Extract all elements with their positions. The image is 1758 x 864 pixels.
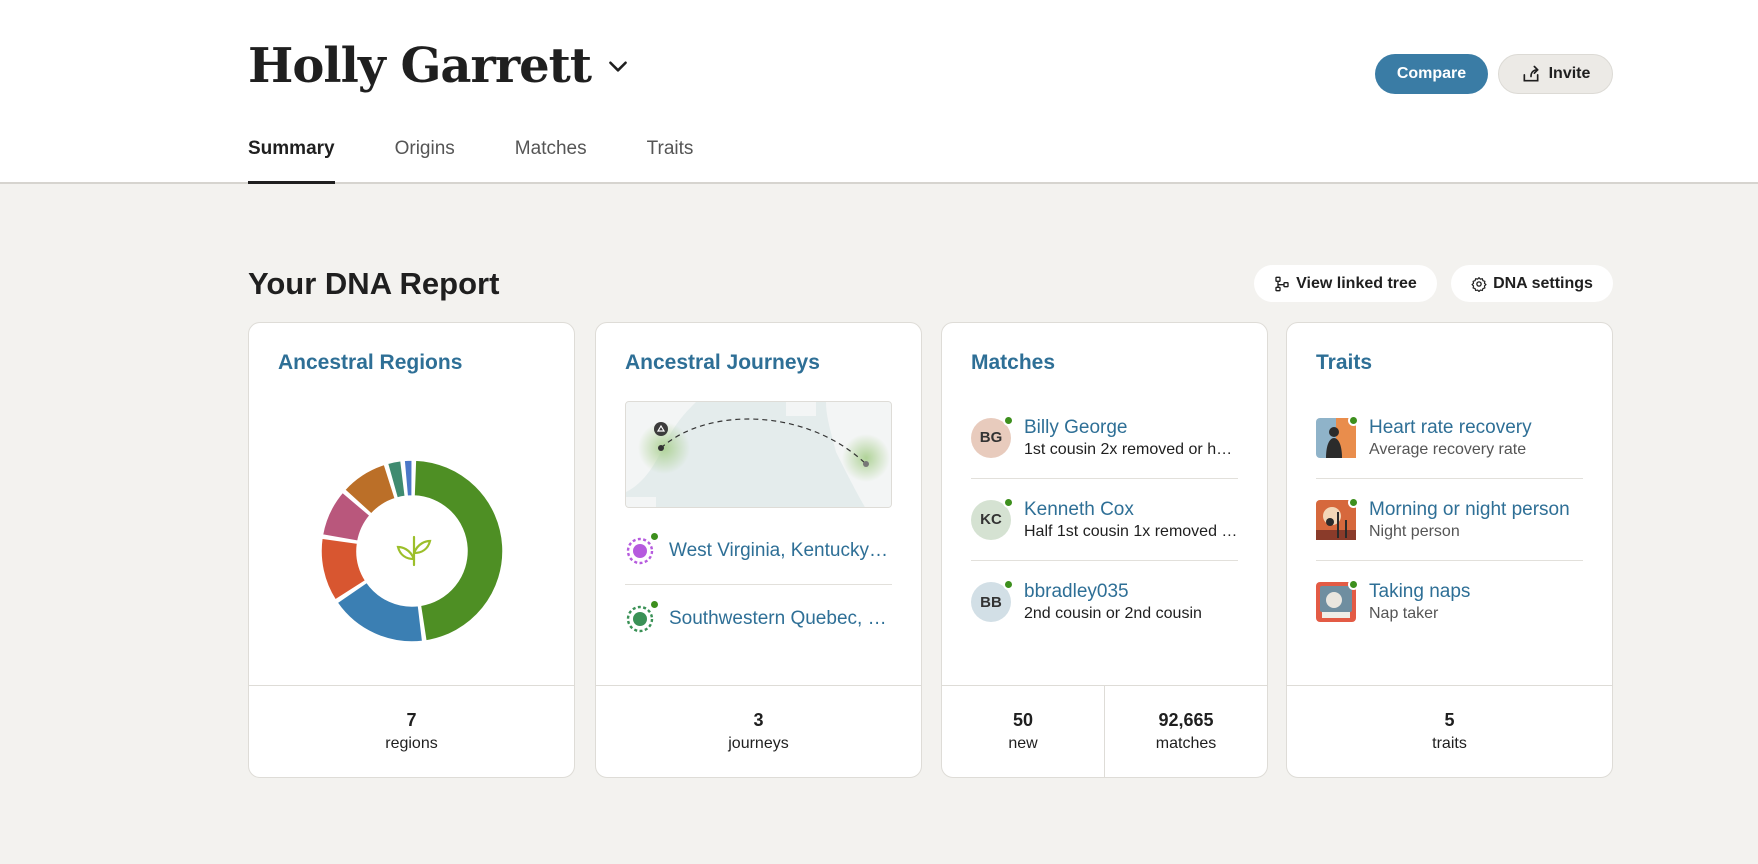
regions-footer: 7 regions [249, 685, 574, 777]
ancestral-regions-card[interactable]: Ancestral Regions 7 regions [248, 322, 575, 778]
tab-traits[interactable]: Traits [646, 138, 694, 159]
online-indicator [1348, 579, 1359, 590]
journeys-map[interactable] [625, 401, 892, 508]
matches-title[interactable]: Matches [971, 351, 1056, 374]
match-item[interactable]: KC Kenneth Cox Half 1st cousin 1x remove… [971, 479, 1238, 561]
compare-button-label: Compare [1396, 65, 1467, 82]
invite-button-label: Invite [1548, 65, 1591, 82]
match-item[interactable]: BG Billy George 1st cousin 2x removed or… [971, 397, 1238, 479]
match-item[interactable]: BB bbradley035 2nd cousin or 2nd cousin [971, 561, 1238, 643]
journey-name[interactable]: Southwestern Quebec, N... [669, 608, 892, 629]
traits-count-label: traits [1432, 735, 1467, 752]
donut-segment-3 [320, 537, 367, 601]
profile-name[interactable]: Holly Garrett [248, 38, 592, 94]
donut-segment-2 [336, 581, 424, 643]
traits-count-number: 5 [1444, 710, 1455, 730]
match-name[interactable]: bbradley035 [1024, 581, 1129, 602]
journey-item[interactable]: Southwestern Quebec, N... [625, 585, 892, 653]
profile-header: Holly Garrett Compare Invite Summary Ori… [0, 0, 1758, 184]
donut-segment-1 [413, 459, 504, 642]
donut-segment-7 [403, 459, 413, 497]
tab-origins[interactable]: Origins [394, 138, 455, 159]
new-matches-count[interactable]: 50 new [942, 686, 1104, 777]
report-title: Your DNA Report [248, 266, 500, 301]
avatar: BB [971, 579, 1014, 622]
ancestral-regions-title[interactable]: Ancestral Regions [278, 351, 463, 374]
traits-title[interactable]: Traits [1316, 351, 1373, 374]
tab-bar: Summary Origins Matches Traits [248, 138, 753, 184]
avatar: KC [971, 496, 1014, 540]
regions-count[interactable]: 7 regions [249, 686, 574, 777]
online-indicator [1003, 414, 1014, 426]
ancestral-journeys-card[interactable]: Ancestral Journeys [595, 322, 922, 778]
regions-count-label: regions [385, 735, 438, 752]
journeys-count-label: journeys [728, 735, 789, 752]
nap-thumbnail-icon [1316, 579, 1359, 622]
online-indicator [1003, 496, 1014, 508]
journey-name[interactable]: West Virginia, Kentucky &... [669, 539, 892, 561]
online-indicator [1003, 579, 1014, 590]
tab-summary[interactable]: Summary [248, 138, 335, 184]
total-matches-count[interactable]: 92,665 matches [1104, 686, 1267, 777]
share-icon [1523, 65, 1539, 82]
matches-card[interactable]: Matches BG Billy George 1st cousin 2x re… [941, 322, 1268, 778]
dna-settings-label: DNA settings [1493, 274, 1593, 292]
tab-matches[interactable]: Matches [514, 138, 587, 159]
dna-settings-button[interactable]: DNA settings [1451, 265, 1613, 302]
new-matches-number: 50 [1012, 710, 1034, 730]
donut-segment-5 [343, 463, 397, 515]
traits-footer: 5 traits [1287, 685, 1612, 777]
view-linked-tree-button[interactable]: View linked tree [1254, 265, 1437, 302]
ancestral-journeys-title[interactable]: Ancestral Journeys [625, 351, 820, 374]
journey-item[interactable]: West Virginia, Kentucky &... [625, 517, 892, 585]
invite-button[interactable]: Invite [1498, 54, 1613, 94]
regions-count-number: 7 [406, 710, 417, 730]
map-graphic [626, 402, 891, 507]
match-relationship: 1st cousin 2x removed or hal... [1024, 440, 1238, 458]
trait-result: Nap taker [1369, 605, 1439, 622]
trait-name[interactable]: Heart rate recovery [1369, 416, 1532, 438]
trait-result: Average recovery rate [1369, 440, 1527, 458]
trait-item[interactable]: Heart rate recovery Average recovery rat… [1316, 397, 1583, 479]
ancestry-leaf-icon [396, 535, 432, 567]
night-person-thumbnail-icon [1316, 496, 1359, 540]
journeys-count[interactable]: 3 journeys [596, 686, 921, 777]
trait-result: Night person [1369, 522, 1460, 540]
avatar-initials: KC [980, 511, 1002, 528]
journeys-count-number: 3 [753, 710, 764, 730]
trait-item[interactable]: Morning or night person Night person [1316, 479, 1583, 561]
heart-rate-thumbnail-icon [1316, 414, 1359, 458]
traits-count[interactable]: 5 traits [1287, 686, 1612, 777]
traits-card[interactable]: Traits Heart rate recovery Average recov… [1286, 322, 1613, 778]
donut-segment-6 [386, 459, 407, 499]
total-matches-number: 92,665 [1158, 710, 1214, 730]
trait-name[interactable]: Morning or night person [1369, 498, 1570, 520]
avatar-initials: BG [979, 429, 1003, 446]
journey-marker-icon [625, 530, 660, 566]
compare-button[interactable]: Compare [1375, 54, 1488, 94]
gear-icon [1471, 276, 1487, 292]
avatar: BG [971, 414, 1014, 458]
online-indicator [1348, 496, 1359, 508]
trait-item[interactable]: Taking naps Nap taker [1316, 561, 1583, 643]
trait-name[interactable]: Taking naps [1369, 581, 1471, 602]
total-matches-label: matches [1155, 735, 1217, 752]
chevron-down-icon[interactable] [605, 53, 631, 79]
avatar-initials: BB [980, 593, 1002, 611]
matches-footer: 50 new 92,665 matches [942, 685, 1267, 777]
match-relationship: Half 1st cousin 1x removed o... [1024, 522, 1238, 540]
regions-donut-chart [320, 459, 504, 643]
profile-switcher[interactable]: Holly Garrett [248, 38, 631, 94]
match-name[interactable]: Billy George [1024, 416, 1128, 438]
journeys-footer: 3 journeys [596, 685, 921, 777]
journey-marker-icon [625, 599, 660, 634]
new-matches-label: new [1008, 735, 1038, 752]
online-indicator [1348, 414, 1359, 426]
match-name[interactable]: Kenneth Cox [1024, 498, 1134, 520]
match-relationship: 2nd cousin or 2nd cousin [1024, 605, 1202, 622]
donut-segment-4 [321, 491, 371, 543]
view-linked-tree-label: View linked tree [1296, 274, 1417, 292]
tree-icon [1275, 276, 1289, 291]
